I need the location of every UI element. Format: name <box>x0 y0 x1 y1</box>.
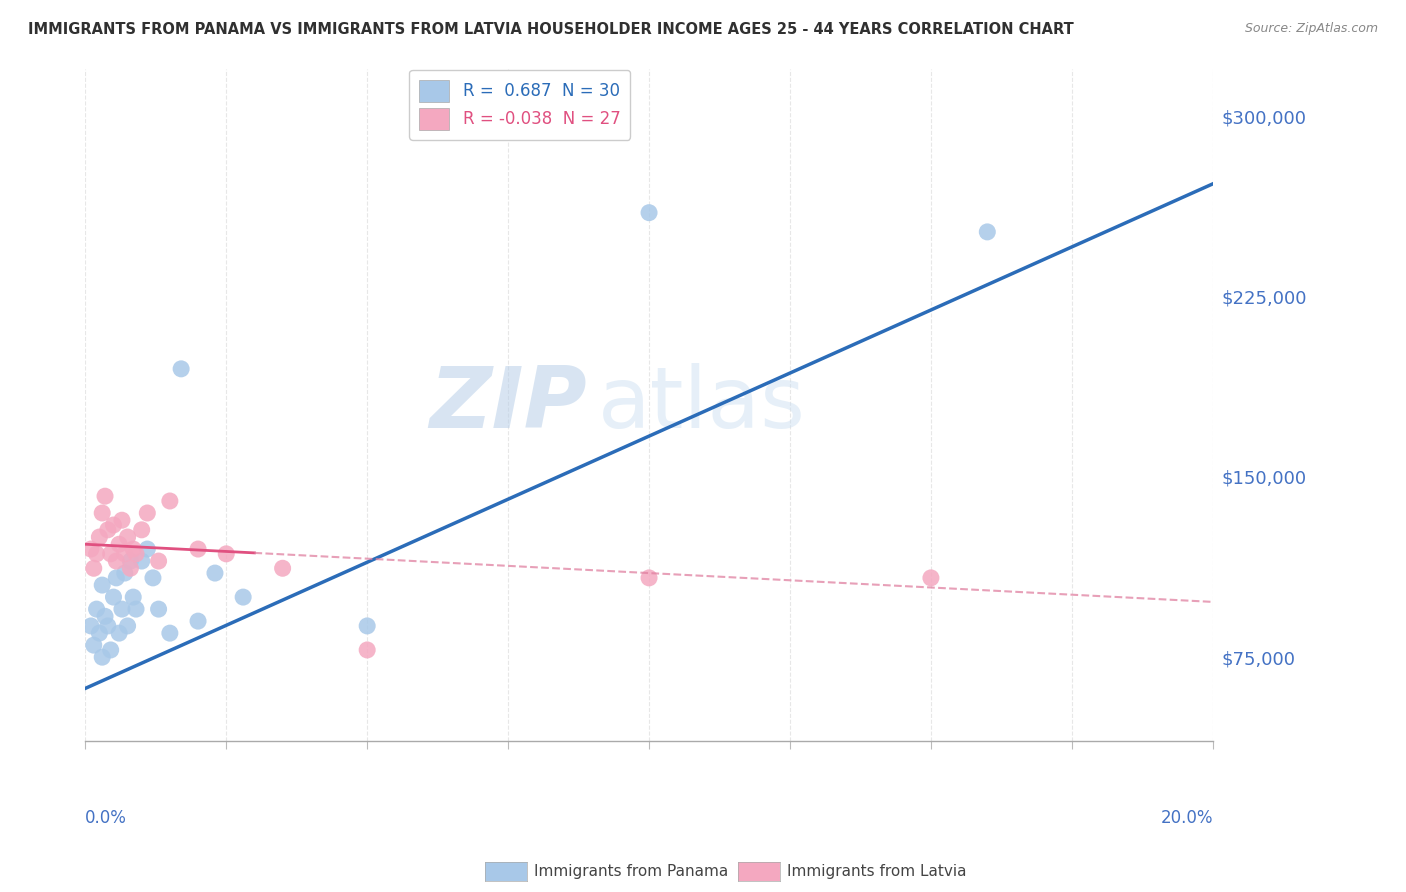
Point <box>920 571 942 585</box>
Point <box>97 523 120 537</box>
Point <box>86 547 108 561</box>
Point <box>356 619 378 633</box>
Point <box>638 205 661 219</box>
Point <box>80 619 103 633</box>
Point <box>108 537 131 551</box>
Point <box>170 362 193 376</box>
Text: 0.0%: 0.0% <box>86 808 127 827</box>
Text: atlas: atlas <box>599 363 806 446</box>
Point <box>100 643 122 657</box>
Point <box>215 547 238 561</box>
Point <box>89 626 111 640</box>
Point <box>91 506 114 520</box>
Point <box>271 561 294 575</box>
Point <box>91 650 114 665</box>
Point <box>131 523 153 537</box>
Legend: R =  0.687  N = 30, R = -0.038  N = 27: R = 0.687 N = 30, R = -0.038 N = 27 <box>409 70 630 140</box>
Point <box>83 561 105 575</box>
Point <box>187 542 209 557</box>
Point <box>111 513 134 527</box>
Point <box>80 542 103 557</box>
Point <box>131 554 153 568</box>
Point <box>356 643 378 657</box>
Text: 20.0%: 20.0% <box>1160 808 1213 827</box>
Point <box>94 609 117 624</box>
Point <box>122 542 145 557</box>
Point <box>114 566 136 580</box>
Point <box>120 554 142 568</box>
Text: Immigrants from Panama: Immigrants from Panama <box>534 864 728 879</box>
Point <box>122 590 145 604</box>
Point <box>83 638 105 652</box>
Text: IMMIGRANTS FROM PANAMA VS IMMIGRANTS FROM LATVIA HOUSEHOLDER INCOME AGES 25 - 44: IMMIGRANTS FROM PANAMA VS IMMIGRANTS FRO… <box>28 22 1074 37</box>
Point <box>117 530 139 544</box>
Point <box>142 571 165 585</box>
Point <box>86 602 108 616</box>
Point <box>204 566 226 580</box>
Text: ZIP: ZIP <box>429 363 588 446</box>
Point <box>91 578 114 592</box>
Point <box>125 547 148 561</box>
Point <box>117 619 139 633</box>
Point <box>148 554 170 568</box>
Point <box>976 225 998 239</box>
Point <box>148 602 170 616</box>
Point <box>108 626 131 640</box>
Point <box>638 571 661 585</box>
Point <box>187 614 209 628</box>
Point <box>159 494 181 508</box>
Point <box>232 590 254 604</box>
Text: Immigrants from Latvia: Immigrants from Latvia <box>787 864 967 879</box>
Point <box>100 547 122 561</box>
Point <box>114 547 136 561</box>
Point <box>159 626 181 640</box>
Point <box>136 506 159 520</box>
Point <box>94 489 117 503</box>
Point <box>120 561 142 575</box>
Point <box>103 590 125 604</box>
Point <box>105 571 128 585</box>
Point <box>105 554 128 568</box>
Point <box>136 542 159 557</box>
Point <box>125 602 148 616</box>
Point <box>97 619 120 633</box>
Text: Source: ZipAtlas.com: Source: ZipAtlas.com <box>1244 22 1378 36</box>
Point <box>103 518 125 533</box>
Point <box>111 602 134 616</box>
Point <box>89 530 111 544</box>
